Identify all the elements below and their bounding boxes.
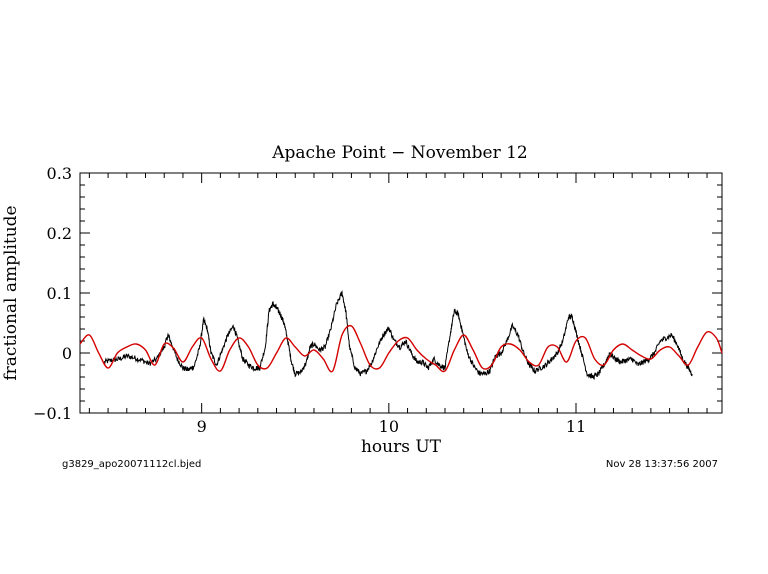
series-model-line bbox=[79, 324, 723, 373]
footer-filename: g3829_apo20071112cl.bjed bbox=[62, 459, 201, 470]
y-tick-label: 0 bbox=[62, 344, 72, 363]
axis-ticks bbox=[80, 172, 722, 414]
y-tick-label: 0.1 bbox=[47, 284, 72, 303]
x-tick-label: 10 bbox=[379, 417, 399, 436]
series-layer bbox=[79, 290, 723, 381]
chart-title: Apache Point − November 12 bbox=[271, 143, 527, 163]
y-tick-label: 0.2 bbox=[47, 224, 72, 243]
y-axis-label: fractional amplitude bbox=[1, 205, 21, 380]
y-tick-label: 0.3 bbox=[47, 164, 72, 183]
y-tick-label: −0.1 bbox=[33, 404, 72, 423]
footer-timestamp: Nov 28 13:37:56 2007 bbox=[606, 459, 718, 470]
x-tick-label: 11 bbox=[566, 417, 586, 436]
x-tick-label: 9 bbox=[197, 417, 207, 436]
y-tick-labels: −0.1 0 0.1 0.2 0.3 bbox=[33, 164, 72, 423]
series-observed-line bbox=[103, 290, 693, 381]
x-axis-label: hours UT bbox=[361, 437, 442, 457]
x-tick-labels: 9 10 11 bbox=[197, 417, 587, 436]
plot-frame bbox=[79, 172, 723, 414]
